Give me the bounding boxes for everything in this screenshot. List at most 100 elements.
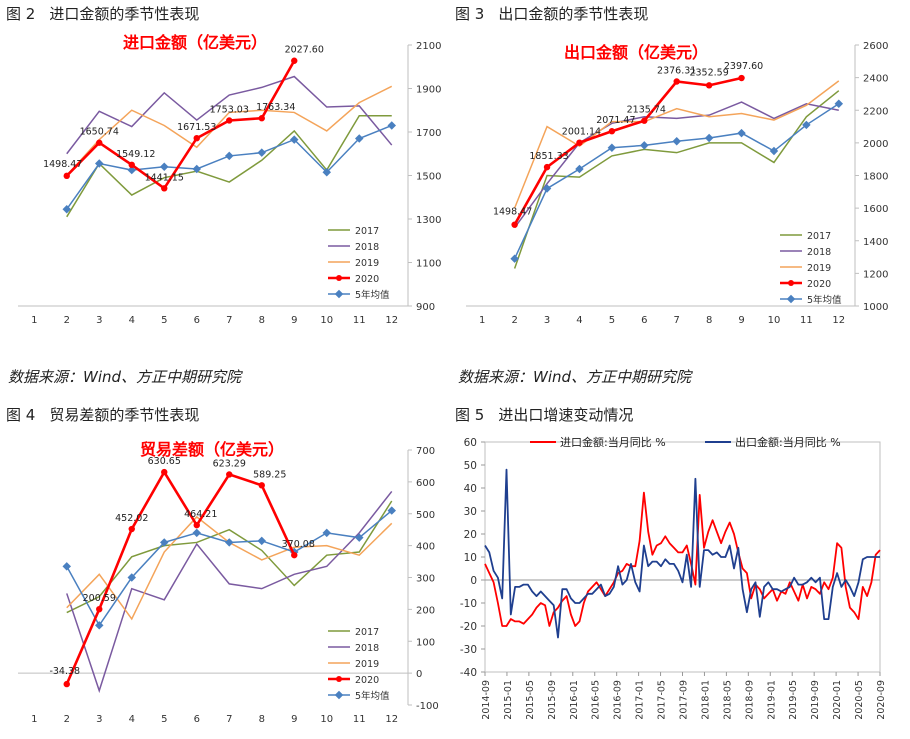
fig2-ytick-label: 1700 xyxy=(416,128,441,139)
fig3-legend-label: 2019 xyxy=(807,263,831,274)
fig2-label: 图 2 xyxy=(6,5,36,23)
fig4-xtick-label: 12 xyxy=(385,714,398,725)
fig4-ytick-label: 600 xyxy=(416,478,435,489)
fig2-xtick-label: 2 xyxy=(64,315,70,326)
fig4-data-label: 370.08 xyxy=(282,539,315,550)
fig3-series-line-2020 xyxy=(513,76,742,226)
fig2-point-avg xyxy=(192,164,201,174)
fig3-ytick-label: 1000 xyxy=(863,302,888,313)
fig4-xtick-label: 10 xyxy=(320,714,333,725)
fig3-xtick-label: 12 xyxy=(832,315,845,326)
fig4-legend-label: 2019 xyxy=(355,659,379,670)
fig2-ytick-label: 2100 xyxy=(416,41,441,52)
fig2-ytick-label: 900 xyxy=(416,302,435,313)
fig5-ytick-label: -40 xyxy=(460,667,477,679)
fig5-series-line-import xyxy=(484,491,881,627)
fig4-xtick-label: 8 xyxy=(259,714,265,725)
fig5-xtick-label: 2020-05 xyxy=(854,680,865,720)
fig3-point-2020 xyxy=(543,163,551,171)
fig3-data-label: 2135.74 xyxy=(627,105,666,116)
fig4-data-label: 200.59 xyxy=(83,593,116,604)
fig3-data-label: 2001.14 xyxy=(562,127,601,138)
fig2-point-2020 xyxy=(63,172,70,180)
fig4-xtick-label: 4 xyxy=(129,714,135,725)
fig4-data-label: 630.65 xyxy=(148,456,181,467)
fig4-legend-marker xyxy=(334,690,344,700)
fig5-ytick-label: 10 xyxy=(464,552,477,564)
fig3-xtick-label: 10 xyxy=(768,315,781,326)
fig2-xtick-label: 6 xyxy=(194,315,200,326)
fig2-legend-label: 2017 xyxy=(355,226,379,237)
fig3-point-2020 xyxy=(576,139,583,146)
fig2-title: 图 2 进口金额的季节性表现 xyxy=(6,3,199,24)
fig4-legend-label: 2020 xyxy=(355,675,379,686)
fig2-legend-label: 2020 xyxy=(355,274,379,285)
fig4-legend-label: 2017 xyxy=(355,627,379,638)
fig3-legend-label: 2020 xyxy=(807,279,831,290)
fig4-xtick-label: 1 xyxy=(31,714,37,725)
fig2-xtick-label: 11 xyxy=(353,315,366,326)
fig3-ytick-label: 2200 xyxy=(863,106,888,117)
fig4-data-label: 589.25 xyxy=(253,469,286,480)
fig3-legend-label: 5年均值 xyxy=(807,294,842,306)
fig2-point-avg xyxy=(95,159,104,168)
fig3-data-label: 1851.33 xyxy=(529,151,568,162)
fig4-xtick-label: 6 xyxy=(194,714,200,725)
fig3-point-2020 xyxy=(641,117,648,124)
fig5-ytick-label: 20 xyxy=(464,529,477,541)
fig3-ytick-label: 1800 xyxy=(863,172,888,183)
fig4-point-2020 xyxy=(63,680,70,688)
fig4-ytick-label: 0 xyxy=(416,669,422,680)
fig5-xtick-label: 2020-09 xyxy=(876,680,887,720)
fig5-xtick-label: 2015-05 xyxy=(525,680,536,720)
fig3-point-2020 xyxy=(738,74,745,82)
fig5-xtick-label: 2016-01 xyxy=(569,680,580,720)
fig2-xtick-label: 12 xyxy=(385,315,398,326)
fig4-data-label: 452.02 xyxy=(115,513,148,524)
fig4-point-2020 xyxy=(161,468,168,476)
fig4-data-label: -34.38 xyxy=(49,666,80,677)
fig3-point-avg xyxy=(575,164,584,174)
fig5-ytick-label: 40 xyxy=(464,483,477,495)
fig5-xtick-label: 2019-05 xyxy=(788,680,799,720)
fig5-xtick-label: 2017-09 xyxy=(679,680,690,720)
fig3-point-avg xyxy=(640,141,649,150)
fig5-label: 图 5 xyxy=(455,406,485,424)
fig4-ytick-label: 100 xyxy=(416,637,435,648)
fig3-point-avg xyxy=(769,146,779,156)
fig3-legend-label: 2018 xyxy=(807,247,831,258)
fig3-ytick-label: 1200 xyxy=(863,269,888,280)
fig2-data-label: 1441.15 xyxy=(145,172,184,183)
fig4-point-2020 xyxy=(291,551,298,559)
fig3-xtick-label: 3 xyxy=(544,315,550,326)
fig2-series-line-2018 xyxy=(66,75,393,155)
fig4-data-label: 623.29 xyxy=(213,458,246,469)
fig2-legend-marker xyxy=(336,275,342,281)
fig5-xtick-label: 2016-05 xyxy=(591,680,602,720)
fig5-title-text: 进出口增速变动情况 xyxy=(498,406,634,424)
fig2-legend-label: 5年均值 xyxy=(355,289,390,301)
fig2-ytick-label: 1500 xyxy=(416,172,441,183)
fig2-point-avg xyxy=(225,151,234,161)
fig3-legend-label: 2017 xyxy=(807,231,831,242)
fig4-ytick-label: 400 xyxy=(416,542,435,553)
fig3-point-2020 xyxy=(511,221,518,228)
fig5-xtick-label: 2017-05 xyxy=(657,680,668,720)
fig4-ytick-label: 200 xyxy=(416,605,435,616)
fig4-point-avg xyxy=(355,533,364,542)
fig4-point-avg xyxy=(322,528,331,538)
fig2-xtick-label: 5 xyxy=(161,315,167,326)
fig2-xtick-label: 8 xyxy=(259,315,265,326)
fig3-point-2020 xyxy=(705,82,713,89)
fig2-point-2020 xyxy=(128,161,135,169)
fig2-point-2020 xyxy=(193,134,200,142)
fig3-point-2020 xyxy=(608,128,616,135)
fig4-point-2020 xyxy=(258,482,265,489)
fig4-xtick-label: 11 xyxy=(353,714,366,725)
fig5-ytick-label: -10 xyxy=(460,598,477,610)
fig4-point-2020 xyxy=(226,471,233,478)
fig3-series-line-2017 xyxy=(513,90,840,269)
fig2-point-2020 xyxy=(161,185,168,192)
fig3-label: 图 3 xyxy=(455,5,485,23)
